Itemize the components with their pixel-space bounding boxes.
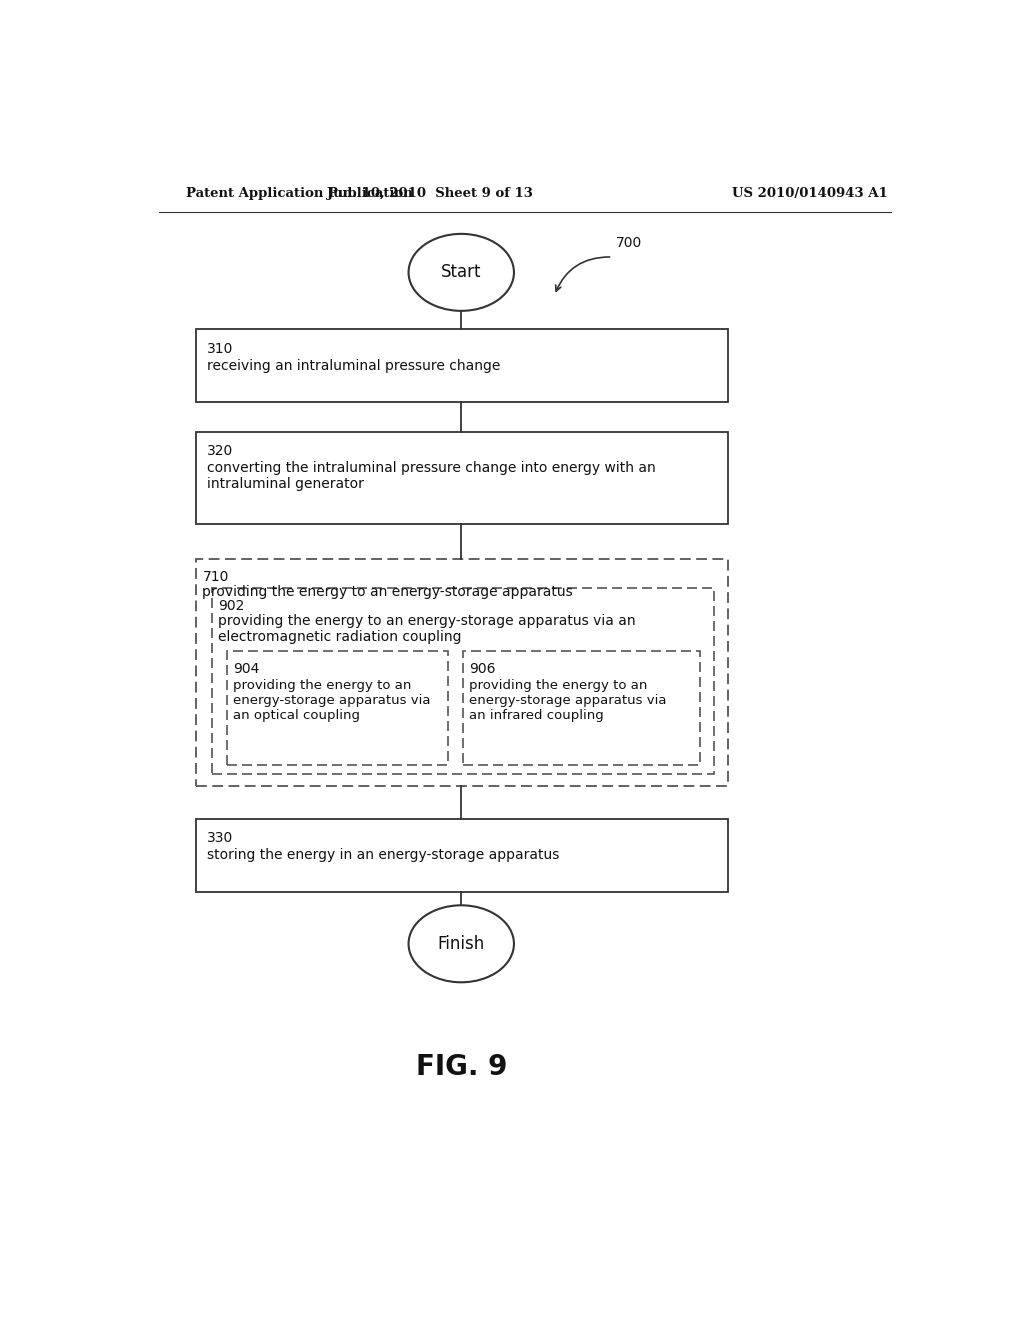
Text: 904: 904 — [233, 663, 260, 676]
Text: 320: 320 — [207, 444, 233, 458]
Bar — [212, 589, 714, 775]
Text: 700: 700 — [616, 236, 642, 249]
Text: providing the energy to an
energy-storage apparatus via
an infrared coupling: providing the energy to an energy-storag… — [469, 678, 667, 722]
Text: US 2010/0140943 A1: US 2010/0140943 A1 — [732, 186, 888, 199]
Text: Start: Start — [441, 264, 481, 281]
Text: 330: 330 — [207, 832, 233, 845]
Text: 906: 906 — [469, 663, 496, 676]
Text: receiving an intraluminal pressure change: receiving an intraluminal pressure chang… — [207, 359, 501, 372]
Text: storing the energy in an energy-storage apparatus: storing the energy in an energy-storage … — [207, 849, 559, 862]
Text: providing the energy to an
energy-storage apparatus via
an optical coupling: providing the energy to an energy-storag… — [233, 678, 431, 722]
Text: FIG. 9: FIG. 9 — [416, 1053, 507, 1081]
Text: providing the energy to an energy-storage apparatus: providing the energy to an energy-storag… — [203, 585, 573, 599]
Bar — [197, 432, 728, 524]
Text: converting the intraluminal pressure change into energy with an
intraluminal gen: converting the intraluminal pressure cha… — [207, 461, 655, 491]
Text: 710: 710 — [203, 570, 228, 583]
Bar — [197, 330, 728, 403]
Bar — [463, 651, 700, 766]
Bar — [227, 651, 449, 766]
Text: Patent Application Publication: Patent Application Publication — [186, 186, 413, 199]
Bar — [197, 818, 728, 892]
Bar — [197, 558, 728, 785]
Text: Finish: Finish — [437, 935, 485, 953]
Text: 902: 902 — [218, 599, 245, 612]
Text: 310: 310 — [207, 342, 233, 355]
Text: Jun. 10, 2010  Sheet 9 of 13: Jun. 10, 2010 Sheet 9 of 13 — [328, 186, 534, 199]
Text: providing the energy to an energy-storage apparatus via an
electromagnetic radia: providing the energy to an energy-storag… — [218, 614, 636, 644]
